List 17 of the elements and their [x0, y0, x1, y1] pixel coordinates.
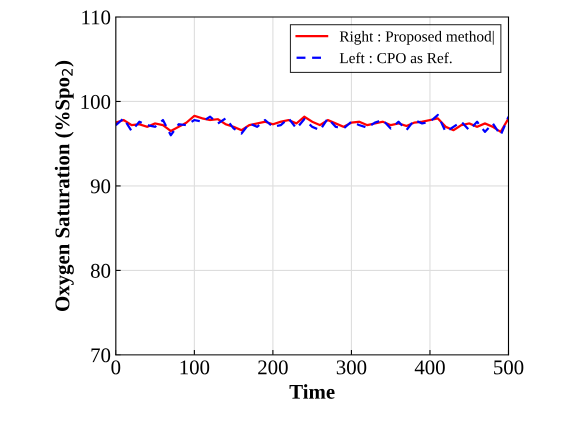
y-axis-title: Oxygen Saturation (%Spo$_{2}$): [54, 60, 74, 311]
x-tick-label: 200: [258, 360, 288, 374]
line-series: [116, 114, 508, 136]
y-tick-label: 70: [92, 348, 110, 362]
y-tick-label: 90: [90, 179, 110, 194]
y-tick-label: 110: [82, 10, 110, 24]
x-tick-label: 300: [336, 360, 366, 374]
x-tick-label: 500: [494, 360, 524, 374]
x-tick-label: 400: [414, 360, 445, 374]
y-tick-label: 80: [90, 264, 110, 278]
x-axis-title: Time: [290, 384, 335, 399]
x-tick-label: 100: [180, 360, 210, 374]
y-tick-label: 100: [82, 94, 110, 109]
x-tick-label: 0: [111, 360, 120, 374]
legend-label: Right : Proposed method|: [340, 30, 494, 45]
legend-label: Left : CPO as Ref.: [340, 52, 452, 64]
line-series: [116, 114, 508, 133]
